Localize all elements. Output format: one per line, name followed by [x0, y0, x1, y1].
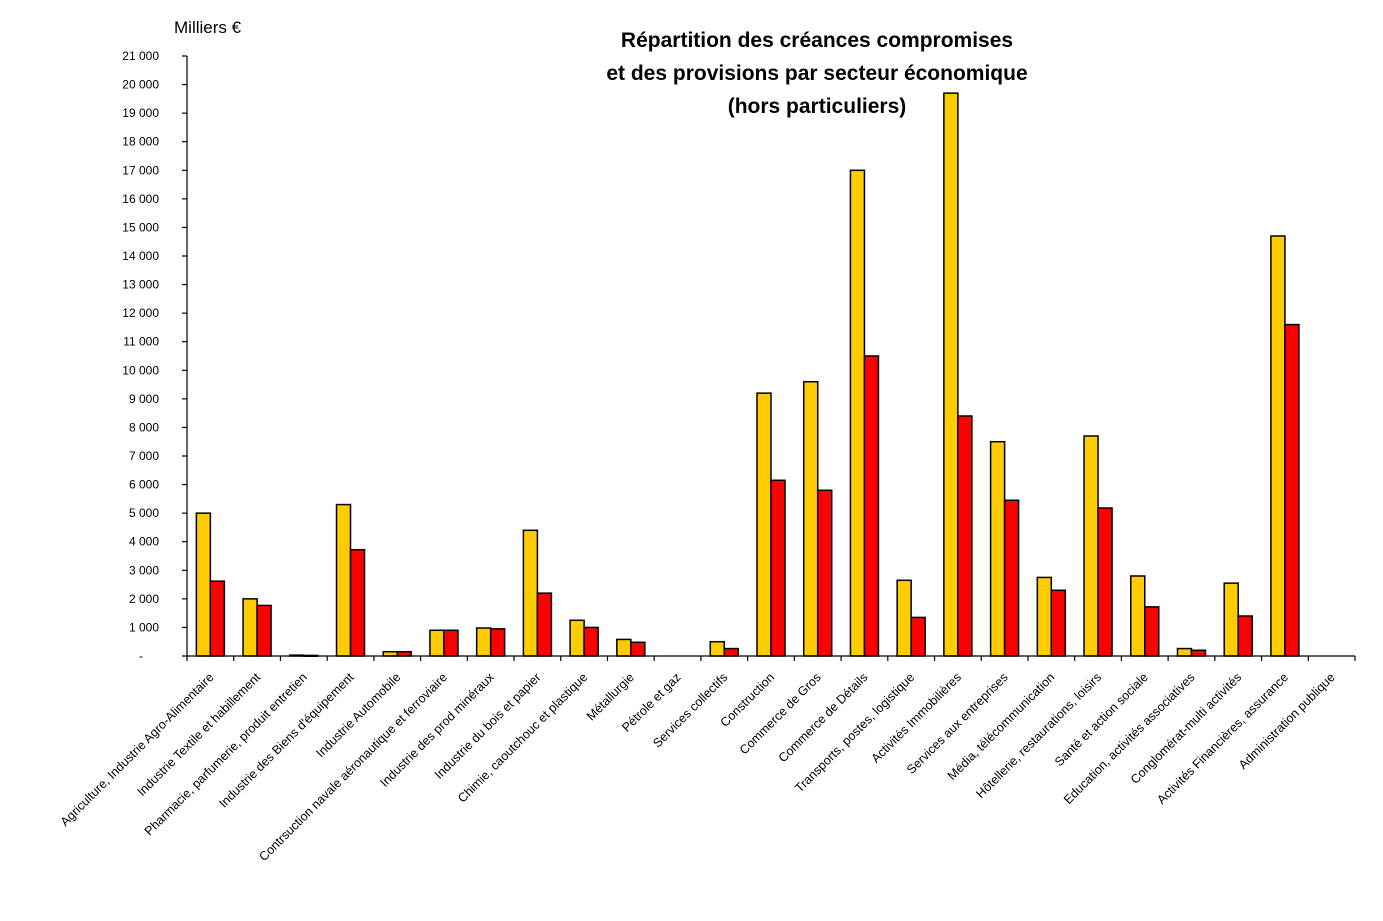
chart-title-line-2: et des provisions par secteur économique	[606, 62, 1027, 85]
bar-series-2-1	[256, 604, 272, 657]
bar-series-1-16	[943, 92, 959, 657]
bar-series-1-21	[1176, 647, 1193, 657]
x-tick-label: Commerce de Détails	[776, 670, 871, 765]
bar-series-2-0	[209, 580, 226, 657]
y-tick-label: 18 000	[122, 135, 159, 149]
x-tick-label: Pharmacie, parfumerie, produit entretien	[142, 670, 310, 838]
bar-series-2-9	[630, 641, 646, 657]
y-tick-label: 16 000	[122, 192, 159, 206]
y-tick-label: 7 000	[129, 449, 159, 463]
bar-series-1-14	[849, 169, 866, 657]
y-tick-label: 21 000	[122, 49, 159, 63]
chart-title-line-1: Répartition des créances compromises	[621, 29, 1013, 52]
bar-series-1-12	[756, 392, 772, 657]
bar-series-2-16	[957, 415, 973, 657]
x-tick-label: Administration publique	[1236, 670, 1338, 772]
bar-series-2-12	[770, 479, 786, 657]
y-tick-label: 10 000	[122, 363, 159, 377]
y-tick-label: 17 000	[122, 163, 159, 177]
bar-series-2-5	[443, 629, 459, 657]
x-tick-label: Industrie Automobile	[313, 670, 403, 760]
x-axis: Agriculture, Industrie Agro-AlimentaireI…	[58, 655, 1356, 864]
y-axis: - 1 000 2 000 3 000 4 000 5 000 6 000 7 000 8 00…	[122, 49, 188, 663]
x-tick-label: Santé et action sociale	[1052, 670, 1151, 769]
chart-title-line-3: (hors particuliers)	[728, 95, 907, 118]
bar-series-2-15	[910, 616, 926, 657]
bar-series-2-8	[583, 626, 599, 657]
y-tick-label: 1 000	[129, 620, 159, 634]
bar-series-1-4	[382, 650, 398, 657]
bar-series-2-14	[863, 355, 880, 657]
bar-series-2-22	[1237, 615, 1253, 657]
bar-series-1-0	[195, 512, 212, 657]
bar-series-1-17	[989, 440, 1006, 657]
bar-series-1-19	[1083, 435, 1099, 657]
y-tick-label: 19 000	[122, 106, 159, 120]
bar-series-2-23	[1284, 323, 1300, 657]
bar-series-1-1	[242, 598, 258, 657]
bar-series-2-11	[723, 647, 740, 657]
y-tick-label: -	[139, 649, 143, 663]
bar-series-2-13	[816, 489, 833, 657]
y-tick-label: 11 000	[123, 335, 159, 349]
bar-series-1-13	[802, 380, 819, 657]
bar-series-2-4	[396, 650, 412, 657]
bar-series-1-7	[522, 529, 539, 657]
bar-series-2-21	[1190, 649, 1207, 657]
bar-series-1-6	[475, 627, 492, 657]
bar-series-1-23	[1270, 235, 1286, 657]
y-tick-label: 6 000	[129, 478, 159, 492]
x-tick-label: Commerce de Gros	[737, 670, 824, 757]
y-axis-unit-label: Milliers €	[174, 18, 242, 37]
bar-series-2-20	[1144, 606, 1160, 657]
bar-series-1-9	[616, 638, 632, 657]
bar-series-2-19	[1097, 507, 1113, 657]
bar-series-1-3	[335, 503, 352, 657]
bar-series-2-6	[489, 628, 506, 657]
bars-group	[195, 92, 1300, 657]
y-tick-label: 2 000	[129, 592, 159, 606]
y-tick-label: 14 000	[122, 249, 159, 263]
bar-series-2-17	[1003, 499, 1020, 657]
y-tick-label: 3 000	[129, 563, 159, 577]
y-tick-label: 5 000	[129, 506, 159, 520]
y-tick-label: 12 000	[122, 306, 159, 320]
y-tick-label: 13 000	[122, 278, 159, 292]
x-tick-label: Activités Immobilières	[869, 670, 964, 765]
y-tick-label: 9 000	[129, 392, 159, 406]
bar-series-1-22	[1223, 582, 1239, 657]
bar-series-1-5	[429, 629, 445, 657]
bar-series-1-20	[1130, 575, 1146, 657]
bar-series-2-18	[1050, 589, 1067, 657]
bar-series-1-18	[1036, 576, 1053, 657]
bar-series-2-7	[536, 592, 553, 657]
bar-series-1-8	[569, 619, 585, 657]
bar-series-1-15	[896, 579, 912, 657]
y-tick-label: 20 000	[122, 78, 159, 92]
bar-series-1-11	[709, 640, 726, 657]
y-tick-label: 15 000	[122, 220, 159, 234]
y-tick-label: 4 000	[129, 535, 159, 549]
bar-series-2-3	[349, 548, 366, 657]
y-tick-label: 8 000	[129, 420, 159, 434]
